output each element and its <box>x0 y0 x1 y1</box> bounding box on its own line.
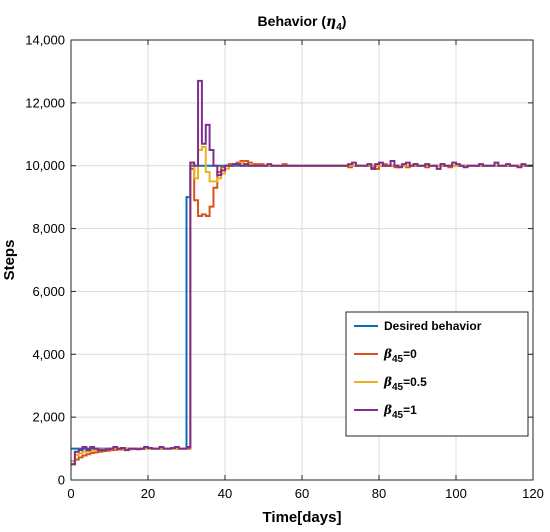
y-tick-label: 6,000 <box>32 284 65 299</box>
chart-title: Behavior (η4) <box>258 13 347 33</box>
chart-title-text: Behavior ( <box>258 13 327 29</box>
legend-entry-value: =0.5 <box>403 375 427 389</box>
y-tick-label: 0 <box>58 473 65 488</box>
legend-entry-symbol: β <box>383 347 392 361</box>
y-tick-label: 12,000 <box>25 95 65 110</box>
legend-entry-symbol: β <box>383 375 392 389</box>
y-tick-label: 10,000 <box>25 158 65 173</box>
legend-entry-subscript: 45 <box>392 354 404 365</box>
x-axis-ticks: 0 20 40 60 80 100 120 <box>67 40 544 501</box>
legend-entry-label: β45=0.5 <box>383 375 427 393</box>
legend-entry-label: Desired behavior <box>384 319 482 333</box>
y-axis-title: Steps <box>1 240 18 281</box>
series-lines <box>71 79 533 466</box>
legend-box <box>345 311 529 437</box>
x-tick-label: 60 <box>295 486 309 501</box>
x-axis-title: Time[days] <box>263 509 342 526</box>
y-tick-label: 2,000 <box>32 410 65 425</box>
x-tick-label: 0 <box>67 486 74 501</box>
x-tick-label: 80 <box>372 486 386 501</box>
x-tick-label: 20 <box>141 486 155 501</box>
y-tick-label: 14,000 <box>25 33 65 48</box>
y-tick-label: 4,000 <box>32 347 65 362</box>
legend-entry-label: β45=0 <box>383 347 417 365</box>
chart-title-suffix: ) <box>342 13 347 29</box>
y-axis-ticks: 0 2,000 4,000 6,000 8,000 10,000 12,000 14,000 <box>25 33 533 488</box>
y-tick-label: 8,000 <box>32 221 65 236</box>
legend-entry-value: =1 <box>403 403 417 417</box>
chart-title-symbol: η <box>326 14 336 30</box>
legend-entry-subscript: 45 <box>392 382 404 393</box>
legend-entry-value: =0 <box>403 347 417 361</box>
series-line-beta1 <box>71 79 533 466</box>
x-tick-label: 120 <box>522 486 544 501</box>
legend-entry-symbol: β <box>383 403 392 417</box>
x-tick-label: 100 <box>445 486 467 501</box>
chart-title-subscript: 4 <box>336 22 342 33</box>
x-tick-label: 40 <box>218 486 232 501</box>
legend-entry-label: β45=1 <box>383 403 417 421</box>
legend-entry-subscript: 45 <box>392 410 404 421</box>
